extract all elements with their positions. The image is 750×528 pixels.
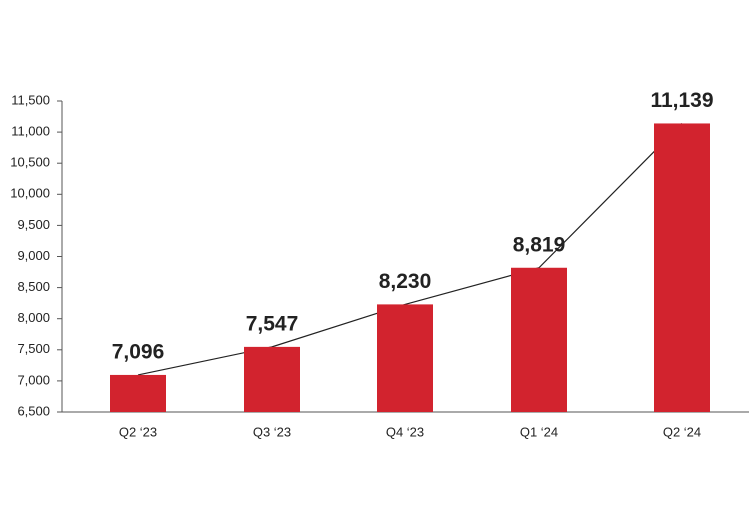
y-tick-label: 10,000	[10, 186, 50, 201]
bar	[511, 267, 567, 412]
x-tick-label: Q1 ‘24	[520, 424, 558, 439]
value-label: 7,096	[112, 340, 165, 363]
y-tick-label: 9,500	[17, 217, 50, 232]
y-tick-label: 7,000	[17, 372, 50, 387]
y-tick-label: 11,500	[11, 92, 50, 107]
y-tick-label: 6,500	[17, 403, 50, 418]
x-tick-label: Q4 ‘23	[386, 424, 424, 439]
bar	[377, 304, 433, 412]
value-label: 11,139	[650, 89, 713, 112]
value-label: 8,230	[379, 270, 432, 293]
y-tick-label: 8,500	[17, 279, 50, 294]
y-tick-label: 10,500	[10, 155, 50, 170]
x-tick-label: Q3 ‘23	[253, 424, 291, 439]
y-tick-label: 9,000	[17, 248, 50, 263]
value-label: 7,547	[246, 312, 299, 335]
y-tick-label: 8,000	[17, 310, 50, 325]
value-label: 8,819	[513, 233, 566, 256]
bar	[654, 123, 710, 413]
y-tick-label: 7,500	[17, 341, 50, 356]
bar	[110, 374, 166, 412]
x-tick-label: Q2 ‘24	[663, 424, 701, 439]
x-tick-label: Q2 ‘23	[119, 424, 157, 439]
bar	[244, 346, 300, 412]
y-tick-label: 11,000	[11, 124, 50, 139]
